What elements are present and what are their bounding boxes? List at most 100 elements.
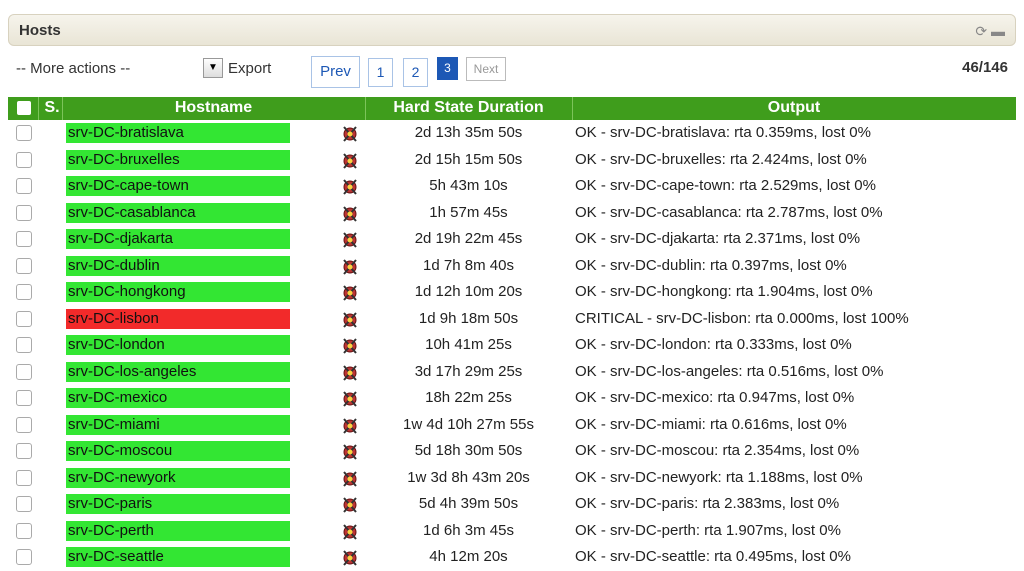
hostname-cell[interactable]: srv-DC-moscou [66, 441, 290, 461]
hostname-cell[interactable]: srv-DC-hongkong [66, 282, 290, 302]
hostname-cell[interactable]: srv-DC-casablanca [66, 202, 290, 223]
table-row[interactable]: srv-DC-los-angeles 3d 17h 29m 25s OK - srv… [8, 359, 1016, 385]
status-icon-cell [340, 256, 360, 280]
table-row[interactable]: srv-DC-london 10h 41m 25s OK - srv-DC-lond… [8, 332, 1016, 358]
table-row[interactable]: srv-DC-bruxelles 2d 15h 15m 50s OK - srv-D… [8, 147, 1016, 173]
row-checkbox[interactable] [16, 549, 32, 565]
table-row[interactable]: srv-DC-hongkong 1d 12h 10m 20s OK - srv-DC… [8, 279, 1016, 305]
hostname-cell[interactable]: srv-DC-perth [66, 520, 290, 541]
row-checkbox[interactable] [16, 416, 32, 433]
column-separator [62, 97, 63, 120]
panel-controls[interactable]: ⟳ ▬ [975, 23, 1005, 39]
prev-button[interactable]: Prev [311, 56, 360, 88]
table-row[interactable]: srv-DC-cape-town 5h 43m 10s OK - srv-DC-ca… [8, 173, 1016, 199]
row-checkbox[interactable] [16, 204, 32, 221]
row-checkbox[interactable] [16, 178, 32, 194]
column-header[interactable]: Output [767, 99, 821, 116]
duration-cell: 2d 15h 15m 50s [414, 150, 523, 168]
table-row[interactable]: srv-DC-perth 1d 6h 3m 45s OK - srv-DC-pert… [8, 518, 1016, 544]
table-row[interactable]: srv-DC-dublin 1d 7h 8m 40s OK - srv-DC-dub… [8, 253, 1016, 279]
hostname-cell[interactable]: srv-DC-cape-town [66, 176, 290, 196]
status-icon [343, 338, 357, 354]
dropdown-arrow[interactable]: ▼ [203, 58, 223, 78]
duration-cell: 5d 4h 39m 50s [418, 495, 519, 512]
table-row[interactable]: srv-DC-seattle 4h 12m 20s OK - srv-DC-seat… [8, 544, 1016, 570]
status-icon [343, 232, 357, 248]
hostname-cell[interactable]: srv-DC-mexico [66, 388, 290, 408]
row-checkbox[interactable] [16, 257, 32, 274]
status-icon [343, 523, 357, 540]
status-icon [343, 497, 357, 513]
status-icon [343, 205, 357, 222]
hostname-cell[interactable]: srv-DC-bruxelles [66, 149, 290, 170]
status-icon [343, 152, 357, 169]
status-icon [343, 364, 357, 381]
status-icon-cell [340, 203, 360, 227]
row-checkbox[interactable] [16, 443, 32, 459]
status-icon-cell [340, 494, 360, 518]
column-header[interactable]: Hostname [174, 99, 253, 116]
column-header[interactable]: Hard State Duration [393, 99, 544, 116]
hostname-cell[interactable]: srv-DC-miami [66, 414, 290, 435]
row-checkbox[interactable] [16, 125, 32, 141]
hostname-cell[interactable]: srv-DC-london [66, 335, 290, 355]
output-cell: OK - srv-DC-paris: rta 2.383ms, lost 0% [575, 495, 840, 512]
hostname-cell[interactable]: srv-DC-paris [66, 494, 290, 514]
row-checkbox[interactable] [16, 390, 32, 406]
export-button[interactable]: Export [228, 60, 272, 77]
table-row[interactable]: srv-DC-paris 5d 4h 39m 50s OK - srv-DC-par… [8, 491, 1016, 517]
page-button[interactable]: 1 [368, 58, 393, 87]
status-icon [343, 179, 357, 195]
table-row[interactable]: srv-DC-moscou 5d 18h 30m 50s OK - srv-DC-m… [8, 438, 1016, 464]
duration-cell: 18h 22m 25s [425, 389, 512, 406]
table-header: S. Hostname Hard State Duration Output [8, 97, 1016, 120]
table-row[interactable]: srv-DC-casablanca 1h 57m 45s OK - srv-DC-c… [8, 200, 1016, 226]
row-checkbox[interactable] [16, 522, 32, 539]
hostname-cell[interactable]: srv-DC-djakarta [66, 229, 290, 249]
row-checkbox[interactable] [16, 496, 32, 512]
table-row[interactable]: srv-DC-lisbon 1d 9h 18m 50s CRITICAL - srv… [8, 306, 1016, 332]
status-icon-cell [340, 441, 360, 465]
output-cell: OK - srv-DC-los-angeles: rta 0.516ms, lo… [575, 362, 884, 380]
status-icon-cell [340, 309, 360, 333]
panel-header: Hosts ⟳ ▬ [8, 14, 1016, 46]
column-header[interactable]: S. [44, 99, 60, 116]
row-checkbox[interactable] [16, 284, 32, 300]
duration-cell: 10h 41m 25s [425, 336, 512, 353]
duration-cell: 5d 18h 30m 50s [414, 442, 523, 459]
hostname-cell[interactable]: srv-DC-dublin [66, 255, 290, 276]
hostname-cell[interactable]: srv-DC-seattle [66, 547, 290, 567]
actions-dropdown[interactable]: -- More actions -- [16, 60, 131, 77]
hostname-cell[interactable]: srv-DC-lisbon [66, 308, 290, 329]
output-cell: OK - srv-DC-newyork: rta 1.188ms, lost 0… [575, 468, 863, 486]
table-row[interactable]: srv-DC-bratislava 2d 13h 35m 50s OK - srv-… [8, 120, 1016, 146]
hostname-cell[interactable]: srv-DC-bratislava [66, 123, 290, 143]
table-row[interactable]: srv-DC-djakarta 2d 19h 22m 45s OK - srv-DC… [8, 226, 1016, 252]
row-checkbox[interactable] [16, 151, 32, 168]
duration-cell: 1w 4d 10h 27m 55s [403, 415, 534, 433]
hostname-cell[interactable]: srv-DC-los-angeles [66, 361, 290, 382]
status-icon-cell [340, 547, 360, 571]
row-checkbox[interactable] [16, 363, 32, 380]
page-button[interactable]: 2 [403, 58, 428, 87]
status-icon [343, 285, 357, 301]
table-row[interactable]: srv-DC-miami 1w 4d 10h 27m 55s OK - srv-DC… [8, 412, 1016, 438]
table-row[interactable]: srv-DC-newyork 1w 3d 8h 43m 20s OK - srv-D… [8, 465, 1016, 491]
hostname-cell[interactable]: srv-DC-newyork [66, 467, 290, 488]
status-icon-cell [340, 282, 360, 306]
duration-cell: 1d 7h 8m 40s [423, 256, 514, 274]
row-checkbox[interactable] [16, 231, 32, 247]
output-cell: OK - srv-DC-perth: rta 1.907ms, lost 0% [575, 521, 841, 539]
row-checkbox[interactable] [16, 337, 32, 353]
status-icon-cell [340, 150, 360, 174]
output-cell: CRITICAL - srv-DC-lisbon: rta 0.000ms, l… [575, 309, 909, 327]
row-checkbox[interactable] [16, 310, 32, 327]
select-all-checkbox[interactable] [17, 101, 31, 115]
page-button-active[interactable]: 3 [437, 57, 458, 80]
status-icon [343, 126, 357, 142]
row-checkbox[interactable] [16, 469, 32, 486]
output-cell: OK - srv-DC-djakarta: rta 2.371ms, lost … [575, 230, 861, 247]
next-button[interactable]: Next [466, 57, 506, 81]
status-icon [343, 470, 357, 487]
table-row[interactable]: srv-DC-mexico 18h 22m 25s OK - srv-DC-mexi… [8, 385, 1016, 411]
